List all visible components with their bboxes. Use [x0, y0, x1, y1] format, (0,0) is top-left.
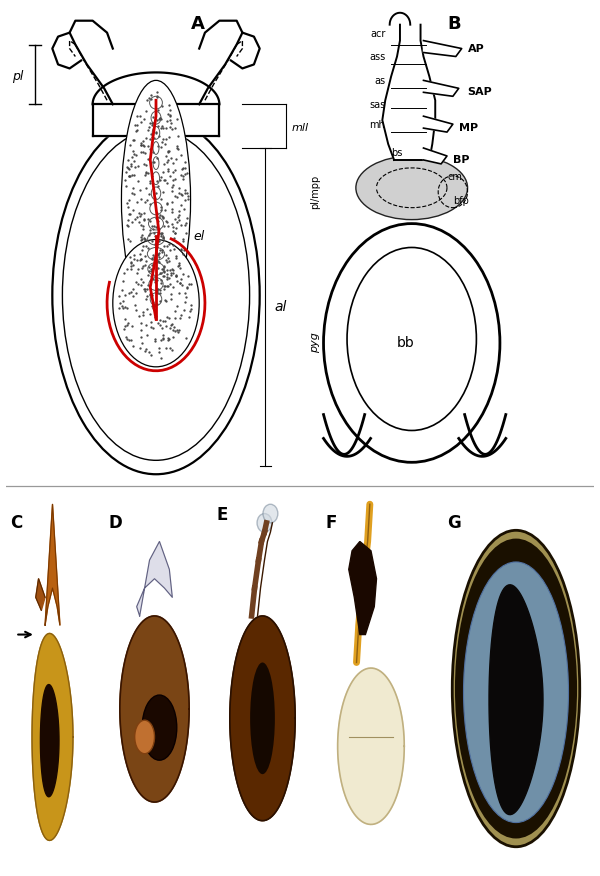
Text: E: E [217, 506, 229, 524]
Text: acr: acr [370, 29, 385, 39]
Polygon shape [32, 633, 73, 840]
Text: ass: ass [369, 53, 385, 62]
Text: B: B [447, 15, 461, 32]
Polygon shape [36, 579, 45, 611]
Text: pl: pl [12, 70, 23, 83]
Ellipse shape [113, 239, 199, 367]
Text: F: F [325, 513, 337, 532]
Ellipse shape [456, 540, 576, 837]
Polygon shape [424, 148, 447, 164]
Text: C: C [10, 513, 22, 532]
Text: A: A [191, 15, 205, 32]
Text: al: al [274, 300, 286, 314]
Polygon shape [338, 668, 404, 824]
Ellipse shape [134, 720, 155, 753]
Text: BP: BP [453, 155, 469, 165]
Text: bs: bs [391, 148, 403, 158]
Text: el: el [193, 230, 205, 243]
Polygon shape [40, 684, 59, 797]
Polygon shape [424, 40, 462, 56]
Text: bb: bb [397, 336, 415, 350]
Polygon shape [230, 616, 295, 821]
Ellipse shape [142, 695, 177, 760]
Ellipse shape [464, 562, 569, 823]
Ellipse shape [356, 156, 467, 220]
Ellipse shape [250, 662, 275, 774]
Polygon shape [120, 616, 189, 802]
Polygon shape [382, 25, 435, 160]
Text: SAP: SAP [467, 88, 493, 97]
Text: AP: AP [467, 44, 484, 53]
Text: G: G [447, 513, 461, 532]
Polygon shape [92, 104, 220, 136]
Ellipse shape [121, 81, 191, 319]
Polygon shape [424, 117, 453, 132]
Text: cm: cm [447, 172, 462, 182]
Ellipse shape [263, 505, 278, 523]
Polygon shape [489, 585, 543, 815]
Text: mh: mh [370, 120, 385, 131]
Polygon shape [349, 541, 377, 634]
Text: MP: MP [459, 124, 478, 133]
Text: sas: sas [369, 100, 385, 110]
Text: D: D [109, 513, 123, 532]
Text: as: as [374, 76, 385, 87]
Polygon shape [424, 81, 459, 96]
Polygon shape [127, 136, 185, 148]
Text: mll: mll [292, 124, 308, 133]
Ellipse shape [257, 513, 272, 532]
Polygon shape [45, 505, 60, 625]
Text: pl/mpp: pl/mpp [310, 174, 320, 208]
Polygon shape [137, 541, 172, 616]
Text: pyg: pyg [310, 333, 320, 353]
Ellipse shape [452, 530, 580, 847]
Text: bfp: bfp [453, 195, 469, 206]
